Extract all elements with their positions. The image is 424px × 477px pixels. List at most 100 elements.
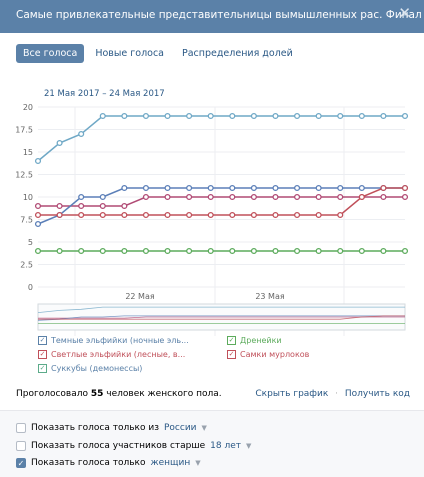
data-point bbox=[315, 112, 322, 120]
data-point bbox=[164, 193, 171, 201]
y-tick-label: 17.5 bbox=[15, 126, 33, 135]
legend-label: Светлые эльфийки (лесные, в... bbox=[51, 350, 186, 359]
data-point bbox=[337, 211, 344, 219]
data-point bbox=[121, 247, 128, 255]
dialog-title: Самые привлекательные представительницы … bbox=[16, 9, 422, 21]
data-point bbox=[34, 220, 42, 228]
chevron-down-icon: ▼ bbox=[246, 442, 252, 450]
data-point bbox=[186, 211, 193, 219]
data-point bbox=[78, 202, 85, 210]
legend-item-light-elves[interactable]: ✓ Светлые эльфийки (лесные, в... bbox=[38, 350, 185, 359]
legend-item-draenei[interactable]: ✓ Дренейки bbox=[227, 336, 282, 345]
filter-gender-checkbox[interactable]: ✓ bbox=[16, 458, 26, 468]
filter-age-dropdown[interactable]: 18 лет bbox=[210, 441, 241, 451]
data-point bbox=[78, 130, 85, 138]
chevron-down-icon: ▼ bbox=[201, 424, 207, 432]
data-point bbox=[207, 112, 214, 120]
date-range[interactable]: 21 Мая 2017 – 24 Мая 2017 bbox=[44, 89, 165, 99]
data-point bbox=[250, 211, 257, 219]
data-point bbox=[272, 184, 279, 192]
legend-item-dark-elves[interactable]: ✓ Темные эльфийки (ночные эль... bbox=[38, 336, 189, 345]
data-point bbox=[99, 202, 106, 210]
data-point bbox=[207, 184, 214, 192]
data-point bbox=[56, 202, 63, 210]
get-code-link[interactable]: Получить код bbox=[344, 389, 410, 399]
data-point bbox=[380, 193, 387, 201]
data-point bbox=[380, 184, 387, 192]
data-point bbox=[272, 211, 279, 219]
filter-gender: ✓ Показать голоса только женщин ▼ bbox=[16, 458, 201, 468]
data-point bbox=[337, 247, 344, 255]
filter-country-dropdown[interactable]: России bbox=[164, 423, 197, 433]
data-point bbox=[186, 193, 193, 201]
data-point bbox=[207, 211, 214, 219]
data-point bbox=[229, 112, 236, 120]
filter-country-checkbox[interactable] bbox=[16, 423, 26, 433]
legend-item-succubi[interactable]: ✓ Суккубы (демонессы) bbox=[38, 364, 142, 373]
tab-all-votes[interactable]: Все голоса bbox=[16, 44, 85, 63]
data-point bbox=[207, 193, 214, 201]
data-point bbox=[34, 247, 42, 255]
vote-count-number: 55 bbox=[90, 389, 104, 399]
filter-country: Показать голоса только из России ▼ bbox=[16, 423, 207, 433]
tab-new-votes[interactable]: Новые голоса bbox=[95, 48, 164, 59]
series-line bbox=[38, 187, 405, 216]
data-point bbox=[142, 184, 149, 192]
checkbox-icon: ✓ bbox=[38, 350, 47, 359]
data-point bbox=[56, 247, 63, 255]
y-tick-label: 2.5 bbox=[20, 261, 33, 270]
data-point bbox=[186, 112, 193, 120]
vote-count: Проголосовало 55 человек женского пола. bbox=[16, 389, 222, 399]
close-icon[interactable]: ✕ bbox=[398, 4, 411, 22]
data-point bbox=[380, 247, 387, 255]
data-point bbox=[315, 247, 322, 255]
filter-age-checkbox[interactable] bbox=[16, 441, 26, 451]
data-point bbox=[380, 112, 387, 120]
tab-share-distribution[interactable]: Распределения долей bbox=[182, 48, 293, 59]
legend-item-murlocs[interactable]: ✓ Самки мурлоков bbox=[227, 350, 309, 359]
data-point bbox=[358, 193, 365, 201]
checkbox-icon: ✓ bbox=[38, 364, 47, 373]
filter-gender-dropdown[interactable]: женщин bbox=[150, 458, 191, 468]
series-line bbox=[37, 115, 405, 162]
vote-count-prefix: Проголосовало bbox=[16, 389, 89, 399]
x-tick-label: 22 Мая bbox=[125, 292, 155, 301]
data-point bbox=[358, 247, 365, 255]
data-point bbox=[229, 193, 236, 201]
filters-panel: Показать голоса только из России ▼ Показ… bbox=[0, 411, 424, 477]
vote-count-suffix: человек женского пола. bbox=[106, 389, 222, 399]
data-point bbox=[250, 193, 257, 201]
y-tick-label: 5 bbox=[28, 238, 33, 247]
x-tick-label: 23 Мая bbox=[255, 292, 285, 301]
data-point bbox=[78, 193, 85, 201]
data-point bbox=[358, 184, 365, 192]
data-point bbox=[337, 184, 344, 192]
dialog-header: Самые привлекательные представительницы … bbox=[0, 0, 424, 33]
data-point bbox=[229, 184, 236, 192]
data-point bbox=[164, 247, 171, 255]
data-point bbox=[294, 112, 301, 120]
data-point bbox=[401, 247, 409, 255]
data-point bbox=[358, 112, 365, 120]
legend-label: Дренейки bbox=[240, 336, 282, 345]
data-point bbox=[34, 157, 42, 165]
data-point bbox=[99, 211, 106, 219]
data-point bbox=[78, 247, 85, 255]
hide-chart-link[interactable]: Скрыть график bbox=[255, 389, 329, 399]
y-tick-label: 10 bbox=[23, 193, 33, 202]
data-point bbox=[121, 211, 128, 219]
data-point bbox=[142, 247, 149, 255]
checkbox-icon: ✓ bbox=[227, 336, 236, 345]
data-point bbox=[34, 211, 42, 219]
y-tick-label: 20 bbox=[23, 103, 33, 112]
data-point bbox=[229, 211, 236, 219]
overview-line bbox=[37, 306, 405, 313]
data-point bbox=[142, 193, 149, 201]
data-point bbox=[272, 247, 279, 255]
data-point bbox=[56, 211, 63, 219]
data-point bbox=[78, 211, 85, 219]
chevron-down-icon: ▼ bbox=[195, 459, 201, 467]
votes-line-chart: 20 17.5 15 12.5 10 7.5 5 2.5 0 22 Мая 23 Мая bbox=[15, 103, 409, 336]
data-point bbox=[229, 247, 236, 255]
series-line bbox=[37, 187, 405, 225]
